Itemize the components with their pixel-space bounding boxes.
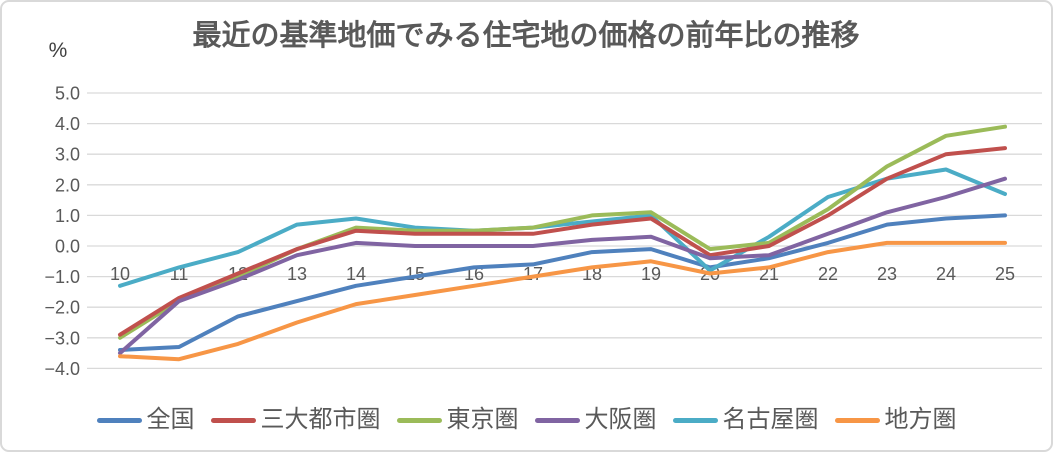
legend-swatch-地方圏: [834, 417, 880, 423]
y-tick-label: 2.0: [55, 175, 80, 195]
y-tick-label: 4.0: [55, 114, 80, 134]
y-tick-label: −2.0: [44, 298, 80, 318]
x-tick-label: 24: [936, 264, 956, 284]
legend-item-地方圏: 地方圏: [834, 406, 957, 433]
legend-label: 大阪圏: [584, 406, 657, 433]
legend: 全国 三大都市圏 東京圏 大阪圏 名古屋圏 地方圏: [2, 402, 1051, 438]
y-tick-label: 3.0: [55, 145, 80, 165]
x-tick-label: 23: [877, 264, 897, 284]
y-tick-label: −3.0: [44, 328, 80, 348]
y-tick-label: −1.0: [44, 267, 80, 287]
legend-item-全国: 全国: [96, 406, 195, 433]
chart-title: 最近の基準地価でみる住宅地の価格の前年比の推移: [192, 18, 859, 52]
series-lines: [118, 124, 1007, 362]
series-line-地方圏: [118, 240, 1007, 362]
legend-swatch-全国: [96, 417, 142, 423]
y-axis-tick-labels: 5.0 4.0 3.0 2.0 1.0 0.0 −1.0 −2.0 −3.0 −4.0: [44, 84, 80, 379]
legend-item-名古屋圏: 名古屋圏: [672, 406, 819, 433]
legend-swatch-名古屋圏: [672, 417, 718, 423]
x-tick-label: 13: [287, 264, 307, 284]
legend-swatch-三大都市圏: [210, 417, 256, 423]
y-tick-label: 5.0: [55, 84, 80, 104]
x-tick-label: 22: [818, 264, 838, 284]
series-line-東京圏: [118, 124, 1007, 340]
legend-label: 名古屋圏: [722, 406, 819, 433]
legend-label: 東京圏: [446, 406, 519, 433]
y-tick-label: 0.0: [55, 237, 80, 257]
y-axis-unit-label: %: [49, 39, 68, 62]
x-tick-label: 19: [641, 264, 661, 284]
legend-label: 三大都市圏: [260, 406, 381, 433]
x-tick-label: 10: [110, 264, 130, 284]
legend-item-東京圏: 東京圏: [396, 406, 519, 433]
series-line-大阪圏: [118, 176, 1007, 356]
legend-swatch-東京圏: [396, 417, 442, 423]
legend-label: 地方圏: [884, 406, 957, 433]
series-line-全国: [118, 213, 1007, 352]
legend-label: 全国: [146, 406, 195, 433]
y-tick-label: −4.0: [44, 359, 80, 379]
x-tick-label: 25: [995, 264, 1015, 284]
legend-item-三大都市圏: 三大都市圏: [210, 406, 381, 433]
legend-swatch-大阪圏: [534, 417, 580, 423]
y-tick-label: 1.0: [55, 206, 80, 226]
series-line-三大都市圏: [118, 146, 1007, 337]
legend-item-大阪圏: 大阪圏: [534, 406, 657, 433]
x-tick-label: 14: [346, 264, 366, 284]
